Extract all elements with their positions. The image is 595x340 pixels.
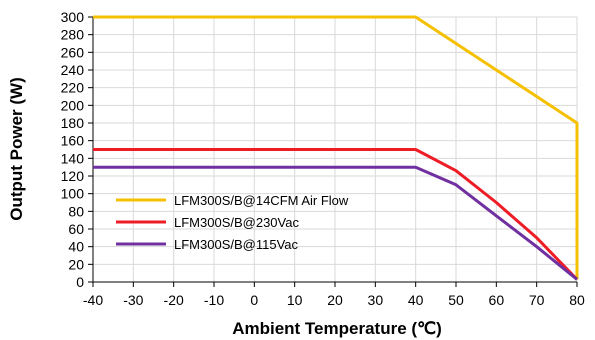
x-tick-label: 40 — [408, 292, 424, 308]
y-tick-label: 260 — [61, 44, 85, 60]
x-tick-label: -30 — [123, 292, 143, 308]
y-tick-label: 20 — [68, 256, 84, 272]
y-tick-label: 100 — [61, 186, 85, 202]
x-tick-label: 10 — [287, 292, 303, 308]
x-tick-label: -20 — [164, 292, 184, 308]
legend-label: LFM300S/B@14CFM Air Flow — [174, 193, 349, 208]
x-tick-label: 80 — [569, 292, 585, 308]
y-tick-label: 80 — [68, 203, 84, 219]
y-tick-label: 160 — [61, 133, 85, 149]
y-tick-label: 220 — [61, 80, 85, 96]
y-tick-label: 300 — [61, 9, 85, 25]
series-line-1 — [93, 15, 579, 280]
series-line-3 — [93, 165, 578, 281]
x-tick-label: 50 — [448, 292, 464, 308]
y-tick-label: 200 — [61, 97, 85, 113]
y-tick-label: 180 — [61, 115, 85, 131]
y-tick-label: 280 — [61, 27, 85, 43]
y-tick-label: 0 — [76, 274, 84, 290]
x-axis-title: Ambient Temperature (℃) — [232, 319, 442, 338]
x-tick-label: -40 — [83, 292, 103, 308]
x-tick-label: 0 — [250, 292, 258, 308]
tick-labels: -40 -30 -20 -10 0 10 20 30 40 50 60 70 8002040608010… — [61, 9, 585, 308]
y-tick-label: 240 — [61, 62, 85, 78]
x-tick-label: 20 — [327, 292, 343, 308]
y-tick-label: 40 — [68, 239, 84, 255]
y-tick-label: 140 — [61, 150, 85, 166]
x-tick-label: 30 — [368, 292, 384, 308]
legend-label: LFM300S/B@230Vac — [174, 215, 299, 230]
legend-label: LFM300S/B@115Vac — [174, 237, 299, 252]
y-tick-label: 60 — [68, 221, 84, 237]
x-tick-label: -10 — [204, 292, 224, 308]
x-tick-label: 60 — [489, 292, 505, 308]
y-tick-label: 120 — [61, 168, 85, 184]
legend: LFM300S/B@14CFM Air Flow LFM300S/B@230Vac… — [116, 193, 349, 252]
series-lines — [93, 15, 579, 281]
y-axis-title: Output Power (W) — [7, 77, 26, 221]
x-tick-label: 70 — [529, 292, 545, 308]
series-line-2 — [93, 148, 579, 281]
